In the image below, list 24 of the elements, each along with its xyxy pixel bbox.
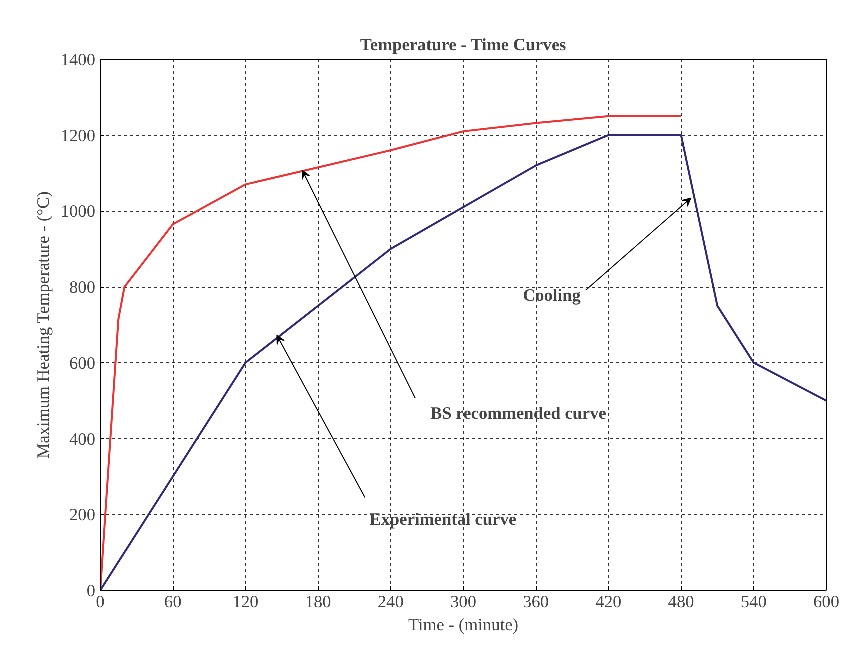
chart-title: Temperature - Time Curves xyxy=(360,36,567,54)
x-tick-label: 360 xyxy=(523,592,550,612)
x-tick-label: 480 xyxy=(668,592,694,612)
x-tick-label: 240 xyxy=(378,592,404,612)
x-tick-label: 180 xyxy=(305,592,332,612)
x-tick-label: 120 xyxy=(232,592,259,612)
annotation: Cooling xyxy=(523,286,582,305)
x-tick-label: 60 xyxy=(164,592,182,612)
y-tick-label: 1400 xyxy=(60,50,96,70)
line-series xyxy=(100,115,682,590)
y-tick-label: 400 xyxy=(70,430,96,449)
y-tick-label: 1000 xyxy=(60,202,96,222)
x-tick-label: 420 xyxy=(596,592,622,612)
annotation: Experimental curve xyxy=(370,510,517,530)
x-axis-title: Time - (minute) xyxy=(408,616,519,634)
annotation: BS recommended curve xyxy=(430,404,607,424)
x-tick-label: 300 xyxy=(450,592,477,612)
y-tick-label: 200 xyxy=(70,506,96,525)
y-axis-title: Maximum Heating Temperature - (°C) xyxy=(34,191,53,459)
x-tick-label: 600 xyxy=(814,592,840,612)
y-tick-label: 600 xyxy=(70,354,96,373)
x-tick-label: 540 xyxy=(740,592,767,612)
y-tick-label: 800 xyxy=(70,278,96,298)
y-tick-label: 1200 xyxy=(60,126,96,146)
